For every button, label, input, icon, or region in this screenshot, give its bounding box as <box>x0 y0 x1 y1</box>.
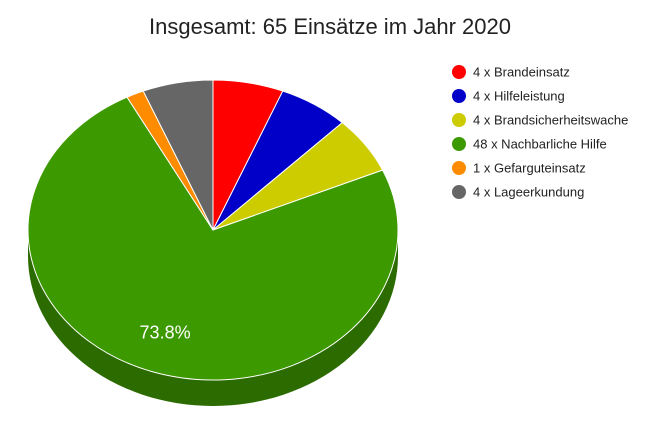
legend-label: 4 x Brandeinsatz <box>473 64 570 79</box>
legend-label: 4 x Hilfeleistung <box>473 88 565 103</box>
legend-marker <box>452 65 466 79</box>
legend-label: 48 x Nachbarliche Hilfe <box>473 136 607 151</box>
chart-title: Insgesamt: 65 Einsätze im Jahr 2020 <box>149 14 511 39</box>
legend-label: 4 x Lageerkundung <box>473 184 584 199</box>
legend-marker <box>452 89 466 103</box>
slice <box>27 96 399 381</box>
legend-marker <box>452 137 466 151</box>
data-label: 73.8% <box>140 323 191 343</box>
legend-marker <box>452 185 466 199</box>
legend-marker <box>452 161 466 175</box>
legend-label: 4 x Brandsicherheitswache <box>473 112 628 127</box>
slice <box>142 79 214 231</box>
legend-marker <box>452 113 466 127</box>
slice-side <box>28 230 398 406</box>
legend-label: 1 x Gefarguteinsatz <box>473 160 586 175</box>
